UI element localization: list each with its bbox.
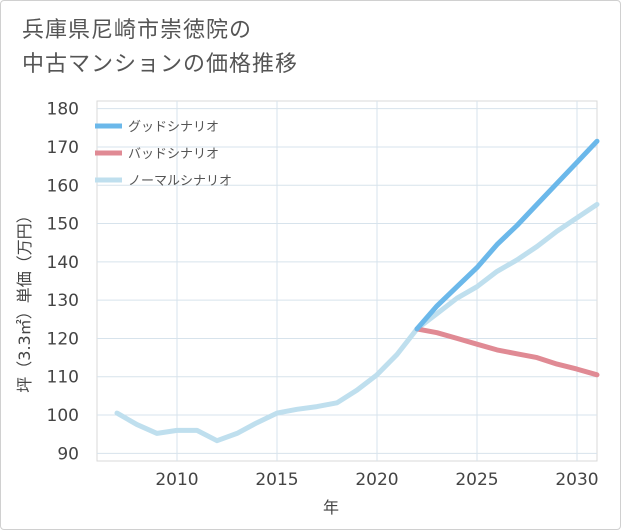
- x-tick-2020: 2020: [355, 470, 398, 490]
- x-tick-labels: 2010 2015 2020 2025 2030: [155, 470, 598, 490]
- y-tick-170: 170: [47, 138, 79, 158]
- plot-area: [96, 100, 598, 462]
- y-tick-180: 180: [47, 100, 79, 120]
- title-line-1: 兵庫県尼崎市崇徳院の: [22, 18, 253, 43]
- y-tick-140: 140: [47, 253, 79, 273]
- x-tick-2010: 2010: [155, 470, 198, 490]
- series-line-1: [414, 138, 600, 332]
- y-tick-120: 120: [47, 329, 79, 349]
- title-line-2: 中古マンションの価格推移: [22, 52, 299, 77]
- y-tick-150: 150: [47, 215, 79, 235]
- y-tick-90: 90: [57, 444, 79, 464]
- y-tick-labels: 90 100 110 120 130 140 150 160 170 180: [47, 100, 79, 465]
- chart-title: 兵庫県尼崎市崇徳院の 中古マンションの価格推移: [22, 14, 298, 82]
- y-tick-110: 110: [47, 368, 79, 388]
- x-axis-title: 年: [323, 498, 339, 517]
- legend-label-1: グッドシナリオ: [128, 120, 219, 135]
- x-tick-2030: 2030: [555, 470, 598, 490]
- series-lines: [114, 138, 600, 444]
- y-tick-130: 130: [47, 291, 79, 311]
- legend-label-2: バッドシナリオ: [128, 147, 219, 162]
- x-tick-2025: 2025: [455, 470, 498, 490]
- y-tick-100: 100: [47, 406, 79, 426]
- series-line-3: [114, 201, 600, 444]
- y-axis-title: 坪（3.3㎡）単価（万円）: [15, 207, 34, 392]
- legend-label-3: ノーマルシナリオ: [128, 174, 232, 189]
- series-line-2: [414, 326, 600, 378]
- x-tick-2015: 2015: [255, 470, 298, 490]
- y-tick-160: 160: [47, 176, 79, 196]
